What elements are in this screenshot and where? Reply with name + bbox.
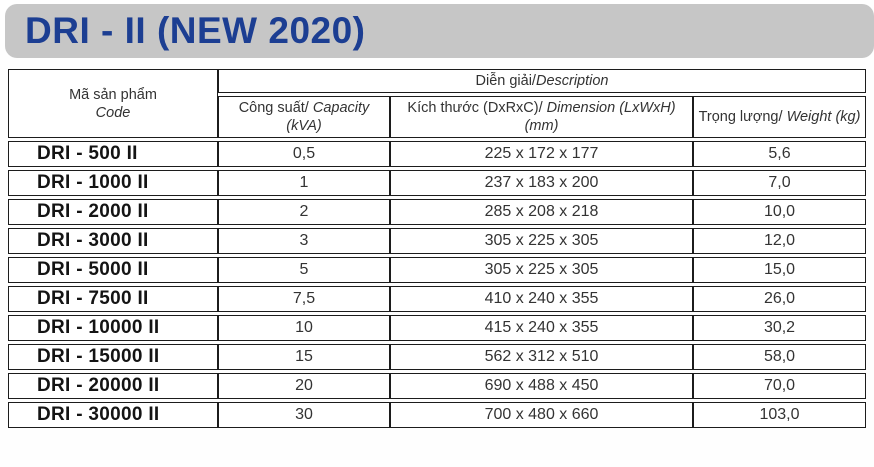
title-banner: DRI - II (NEW 2020) (5, 4, 874, 58)
col-header-code-en: Code (95, 104, 131, 121)
weight-cell: 26,0 (693, 286, 867, 313)
col-header-code-vi: Mã sản phẩm (69, 86, 157, 103)
header-row-subcolumns: Công suất/ Capacity (kVA) Kích thước (Dx… (8, 96, 867, 139)
dimension-cell: 305 x 225 x 305 (390, 228, 693, 255)
capacity-cell: 15 (218, 344, 390, 371)
capacity-cell: 7,5 (218, 286, 390, 313)
dimension-cell: 225 x 172 x 177 (390, 141, 693, 168)
product-code-cell: DRI - 3000 II (8, 228, 218, 255)
dimension-cell: 285 x 208 x 218 (390, 199, 693, 226)
col-header-capacity-unit: (kVA) (286, 118, 322, 135)
capacity-cell: 20 (218, 373, 390, 400)
col-header-dimension: Kích thước (DxRxC)/ Dimension (LxWxH) (m… (390, 96, 693, 139)
col-header-capacity: Công suất/ Capacity (kVA) (218, 96, 390, 139)
header-row-description: Mã sản phẩm Code Diễn giải/Description (8, 69, 867, 139)
table-row: DRI - 15000 II 15 562 x 312 x 510 58,0 (8, 344, 867, 371)
dimension-cell: 410 x 240 x 355 (390, 286, 693, 313)
spec-table: Mã sản phẩm Code Diễn giải/Description C… (8, 66, 867, 431)
col-header-description-vi: Diễn giải/ (475, 73, 536, 89)
spec-table-header: Mã sản phẩm Code Diễn giải/Description C… (8, 69, 867, 139)
capacity-cell: 3 (218, 228, 390, 255)
col-header-dimension-en: Dimension (LxWxH) (546, 100, 676, 117)
weight-cell: 10,0 (693, 199, 867, 226)
product-code-cell: DRI - 20000 II (8, 373, 218, 400)
table-row: DRI - 1000 II 1 237 x 183 x 200 7,0 (8, 170, 867, 197)
table-row: DRI - 30000 II 30 700 x 480 x 660 103,0 (8, 402, 867, 429)
col-header-weight: Trọng lượng/ Weight (kg) (693, 96, 867, 139)
product-code-cell: DRI - 2000 II (8, 199, 218, 226)
product-code-cell: DRI - 15000 II (8, 344, 218, 371)
dimension-cell: 415 x 240 x 355 (390, 315, 693, 342)
table-row: DRI - 20000 II 20 690 x 488 x 450 70,0 (8, 373, 867, 400)
table-row: DRI - 500 II 0,5 225 x 172 x 177 5,6 (8, 141, 867, 168)
dimension-cell: 690 x 488 x 450 (390, 373, 693, 400)
dimension-cell: 305 x 225 x 305 (390, 257, 693, 284)
capacity-cell: 10 (218, 315, 390, 342)
col-header-dimension-unit: (mm) (524, 118, 559, 135)
col-header-dimension-vi: Kích thước (DxRxC)/ (407, 100, 543, 117)
table-row: DRI - 5000 II 5 305 x 225 x 305 15,0 (8, 257, 867, 284)
weight-cell: 103,0 (693, 402, 867, 429)
capacity-cell: 1 (218, 170, 390, 197)
product-code-cell: DRI - 500 II (8, 141, 218, 168)
capacity-cell: 5 (218, 257, 390, 284)
col-header-description: Diễn giải/Description (218, 69, 867, 94)
dimension-cell: 562 x 312 x 510 (390, 344, 693, 371)
col-header-weight-en: Weight (kg) (786, 109, 861, 126)
spec-table-body: DRI - 500 II 0,5 225 x 172 x 177 5,6 DRI - 1… (8, 141, 867, 429)
col-header-capacity-vi: Công suất/ (238, 100, 309, 117)
product-code-cell: DRI - 5000 II (8, 257, 218, 284)
table-row: DRI - 7500 II 7,5 410 x 240 x 355 26,0 (8, 286, 867, 313)
weight-cell: 70,0 (693, 373, 867, 400)
col-header-capacity-en: Capacity (312, 100, 370, 117)
capacity-cell: 30 (218, 402, 390, 429)
product-code-cell: DRI - 30000 II (8, 402, 218, 429)
product-code-cell: DRI - 7500 II (8, 286, 218, 313)
page-title: DRI - II (NEW 2020) (25, 10, 366, 51)
weight-cell: 15,0 (693, 257, 867, 284)
weight-cell: 58,0 (693, 344, 867, 371)
capacity-cell: 2 (218, 199, 390, 226)
col-header-code: Mã sản phẩm Code (8, 69, 218, 139)
dimension-cell: 237 x 183 x 200 (390, 170, 693, 197)
col-header-weight-vi: Trọng lượng/ (698, 109, 783, 126)
table-row: DRI - 10000 II 10 415 x 240 x 355 30,2 (8, 315, 867, 342)
weight-cell: 30,2 (693, 315, 867, 342)
product-code-cell: DRI - 1000 II (8, 170, 218, 197)
table-row: DRI - 2000 II 2 285 x 208 x 218 10,0 (8, 199, 867, 226)
product-code-cell: DRI - 10000 II (8, 315, 218, 342)
weight-cell: 12,0 (693, 228, 867, 255)
weight-cell: 7,0 (693, 170, 867, 197)
table-row: DRI - 3000 II 3 305 x 225 x 305 12,0 (8, 228, 867, 255)
weight-cell: 5,6 (693, 141, 867, 168)
capacity-cell: 0,5 (218, 141, 390, 168)
col-header-description-en: Description (535, 73, 609, 89)
dimension-cell: 700 x 480 x 660 (390, 402, 693, 429)
